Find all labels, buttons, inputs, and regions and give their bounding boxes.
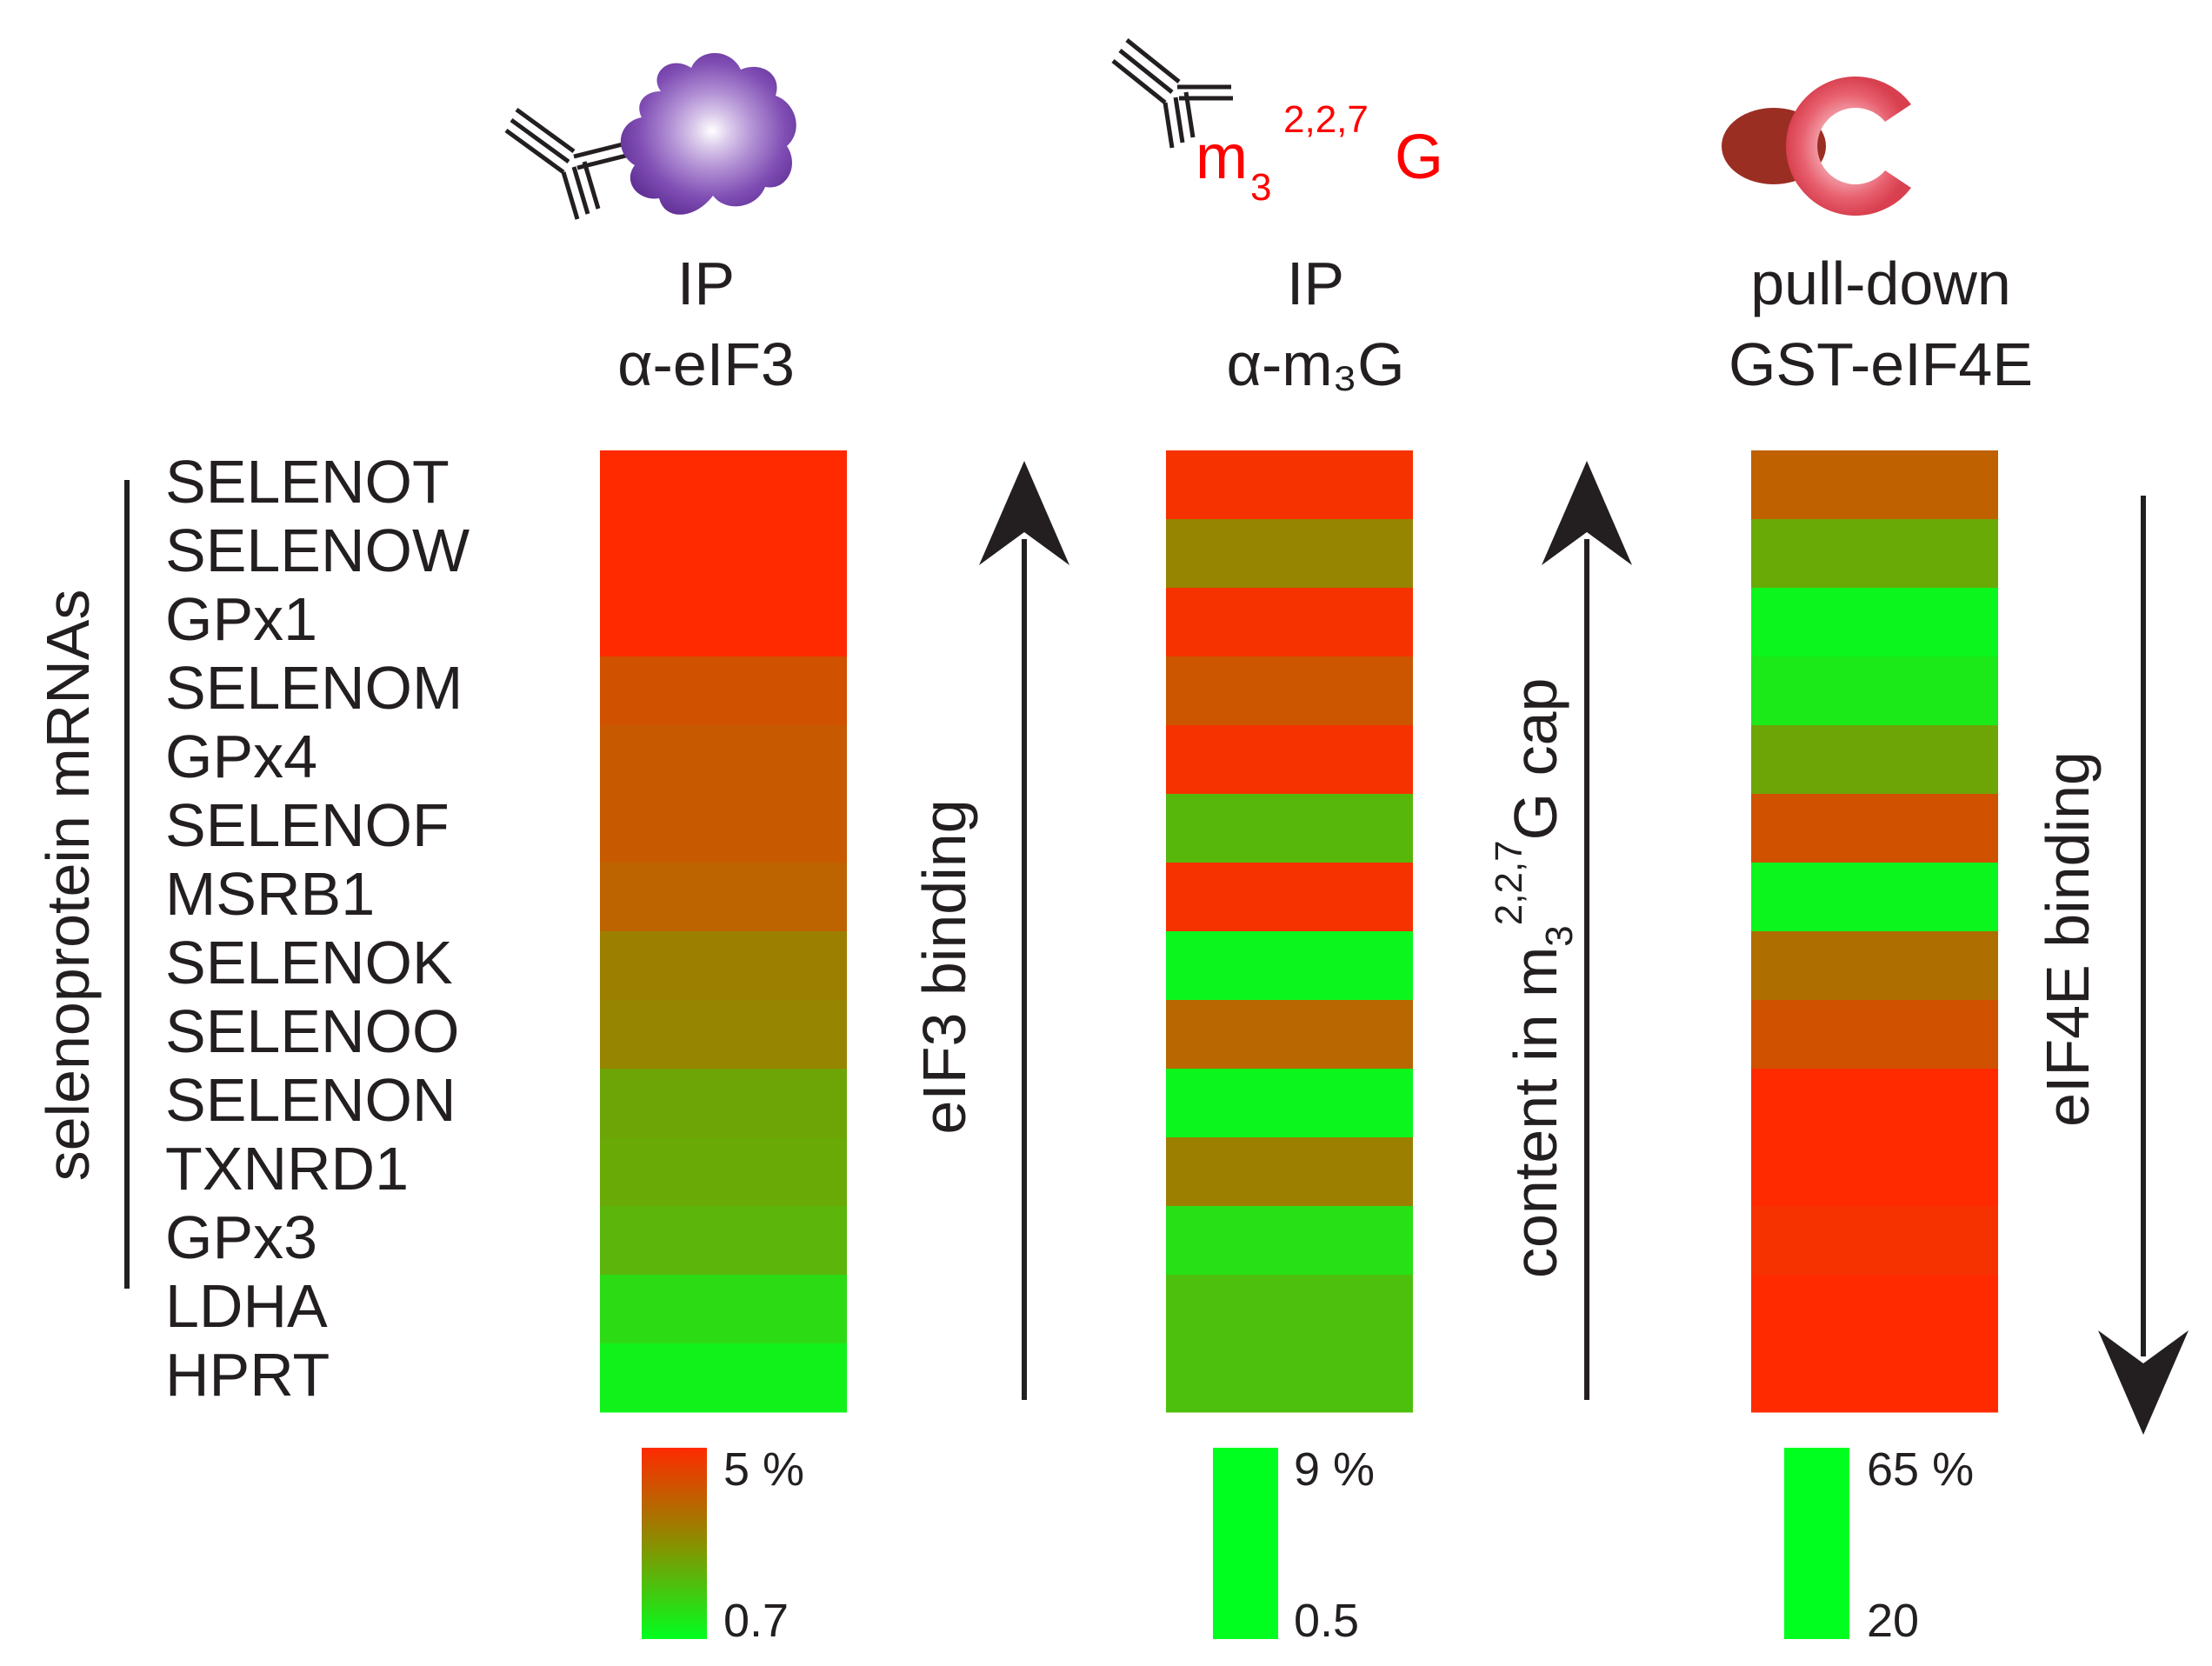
row-label: SELENOF — [165, 791, 450, 859]
heatmap-cell-eIF4E-MSRB1 — [1751, 863, 1998, 932]
group-label: selenoprotein mRNAs — [34, 590, 102, 1182]
heatmap-cell-eIF3-SELENOO — [600, 1000, 847, 1070]
heatmap-cell-m3G-SELENOO — [1166, 1000, 1413, 1070]
heatmap-cell-eIF3-GPx3 — [600, 1206, 847, 1276]
heatmap-cell-m3G-MSRB1 — [1166, 863, 1413, 932]
svg-text:3: 3 — [1250, 166, 1271, 209]
row-label: SELENOK — [165, 929, 453, 996]
heatmap-cell-eIF3-SELENOM — [600, 656, 847, 726]
svg-text:eIF4E binding: eIF4E binding — [2034, 751, 2102, 1127]
svg-text:pull-down: pull-down — [1750, 250, 2011, 317]
row-label: TXNRD1 — [165, 1135, 409, 1203]
heatmap-cell-eIF3-GPx1 — [600, 588, 847, 657]
svg-text:20: 20 — [1867, 1595, 1919, 1647]
heatmap-cell-eIF4E-HPRT — [1751, 1343, 1998, 1413]
heatmap-cell-m3G-SELENOW — [1166, 519, 1413, 589]
heatmap-cell-m3G-LDHA — [1166, 1275, 1413, 1344]
column-title-m3g: IP α-m₃G — [1226, 250, 1404, 398]
color-scale-m3g: 9 % 0.5 — [1213, 1443, 1375, 1647]
heatmap-cell-m3G-GPx3 — [1166, 1206, 1413, 1276]
row-labels: SELENOTSELENOWGPx1SELENOMGPx4SELENOFMSRB… — [165, 448, 470, 1409]
antibody-icon — [504, 107, 630, 220]
eif3-complex-icon — [620, 52, 796, 215]
heatmap-cell-eIF3-GPx4 — [600, 725, 847, 795]
antibody-m3g-icon: m 3 2,2,7 G — [1111, 38, 1443, 209]
color-scale-eif3: 5 % 0.7 — [642, 1443, 804, 1647]
svg-text:IP: IP — [1287, 250, 1344, 317]
arrowhead-up-icon — [979, 461, 1069, 565]
heatmap-cell-m3G-HPRT — [1166, 1343, 1413, 1413]
heatmap-cell-eIF4E-SELENON — [1751, 1069, 1998, 1138]
row-label: SELENOT — [165, 448, 450, 516]
row-label: GPx3 — [165, 1203, 317, 1271]
heatmap-cell-eIF4E-SELENOW — [1751, 519, 1998, 589]
antibody-icon — [1111, 38, 1233, 149]
heatmap-cell-eIF3-LDHA — [600, 1275, 847, 1344]
heatmap-cells — [600, 450, 1998, 1413]
heatmap-cell-m3G-SELENON — [1166, 1069, 1413, 1138]
m3g-cap-label: m 3 2,2,7 G — [1196, 98, 1443, 209]
heatmap-cell-eIF3-SELENOW — [600, 519, 847, 589]
heatmap-cell-eIF4E-SELENOT — [1751, 450, 1998, 520]
svg-text:G: G — [1395, 123, 1443, 192]
arrow-eif4e: eIF4E binding — [2034, 496, 2189, 1435]
svg-text:m: m — [1196, 123, 1248, 192]
svg-text:GST-eIF4E: GST-eIF4E — [1729, 330, 2033, 398]
row-label: GPx1 — [165, 585, 317, 653]
svg-text:eIF3 binding: eIF3 binding — [910, 799, 978, 1134]
heatmap-cell-eIF3-HPRT — [600, 1343, 847, 1413]
row-label: SELENOO — [165, 997, 459, 1065]
heatmap-cell-eIF4E-GPx4 — [1751, 725, 1998, 795]
column-title-eif4e: pull-down GST-eIF4E — [1729, 250, 2033, 398]
heatmap-cell-eIF3-SELENOK — [600, 931, 847, 1001]
heatmap-cell-m3G-TXNRD1 — [1166, 1137, 1413, 1207]
column-title-eif3: IP α-eIF3 — [617, 250, 795, 398]
svg-text:0.5: 0.5 — [1294, 1595, 1359, 1647]
row-label: LDHA — [165, 1272, 328, 1340]
svg-text:9 %: 9 % — [1294, 1443, 1375, 1496]
heatmap-cell-eIF3-TXNRD1 — [600, 1137, 847, 1207]
heatmap-cell-eIF3-SELENOF — [600, 794, 847, 863]
row-label: SELENOW — [165, 516, 470, 584]
heatmap-cell-eIF3-SELENOT — [600, 450, 847, 520]
heatmap-cell-m3G-SELENOM — [1166, 656, 1413, 726]
heatmap-cell-eIF4E-SELENOO — [1751, 1000, 1998, 1070]
heatmap-cell-m3G-SELENOF — [1166, 794, 1413, 863]
svg-text:0.7: 0.7 — [723, 1595, 789, 1647]
heatmap-cell-eIF4E-SELENOK — [1751, 931, 1998, 1001]
row-label: SELENON — [165, 1066, 456, 1134]
row-label: GPx4 — [165, 723, 317, 790]
eif4e-icon — [1786, 76, 1911, 216]
svg-text:IP: IP — [677, 250, 735, 317]
heatmap-cell-m3G-GPx4 — [1166, 725, 1413, 795]
row-label: SELENOM — [165, 654, 463, 722]
svg-text:α-eIF3: α-eIF3 — [617, 330, 795, 398]
antibody-eif3-icon — [504, 52, 796, 220]
color-scale-eif4e: 65 % 20 — [1784, 1443, 1974, 1647]
arrow-eif3: eIF3 binding — [910, 461, 1069, 1400]
heatmap-cell-eIF4E-TXNRD1 — [1751, 1137, 1998, 1207]
svg-text:5 %: 5 % — [723, 1443, 804, 1496]
svg-text:α-m₃G: α-m₃G — [1226, 330, 1404, 398]
heatmap-cell-eIF4E-SELENOF — [1751, 794, 1998, 863]
gst-eif4e-icon — [1722, 76, 1911, 216]
arrowhead-down-icon — [2098, 1330, 2189, 1435]
row-label: MSRB1 — [165, 860, 375, 928]
heatmap-cell-eIF4E-GPx3 — [1751, 1206, 1998, 1276]
heatmap-cell-eIF4E-GPx1 — [1751, 588, 1998, 657]
heatmap-cell-eIF3-SELENON — [600, 1069, 847, 1138]
heatmap-cell-eIF4E-LDHA — [1751, 1275, 1998, 1344]
heatmap-cell-eIF4E-SELENOM — [1751, 656, 1998, 726]
heatmap-cell-m3G-GPx1 — [1166, 588, 1413, 657]
arrow-m3g: content in m32,2,7G cap — [1488, 461, 1632, 1400]
arrowhead-up-icon — [1542, 461, 1632, 565]
heatmap-cell-m3G-SELENOT — [1166, 450, 1413, 520]
heatmap-cell-eIF3-MSRB1 — [600, 863, 847, 932]
svg-text:content in m32,2,7G cap: content in m32,2,7G cap — [1488, 678, 1581, 1278]
svg-text:2,2,7: 2,2,7 — [1283, 98, 1369, 141]
svg-text:65 %: 65 % — [1867, 1443, 1974, 1496]
row-label: HPRT — [165, 1341, 330, 1409]
heatmap-cell-m3G-SELENOK — [1166, 931, 1413, 1001]
